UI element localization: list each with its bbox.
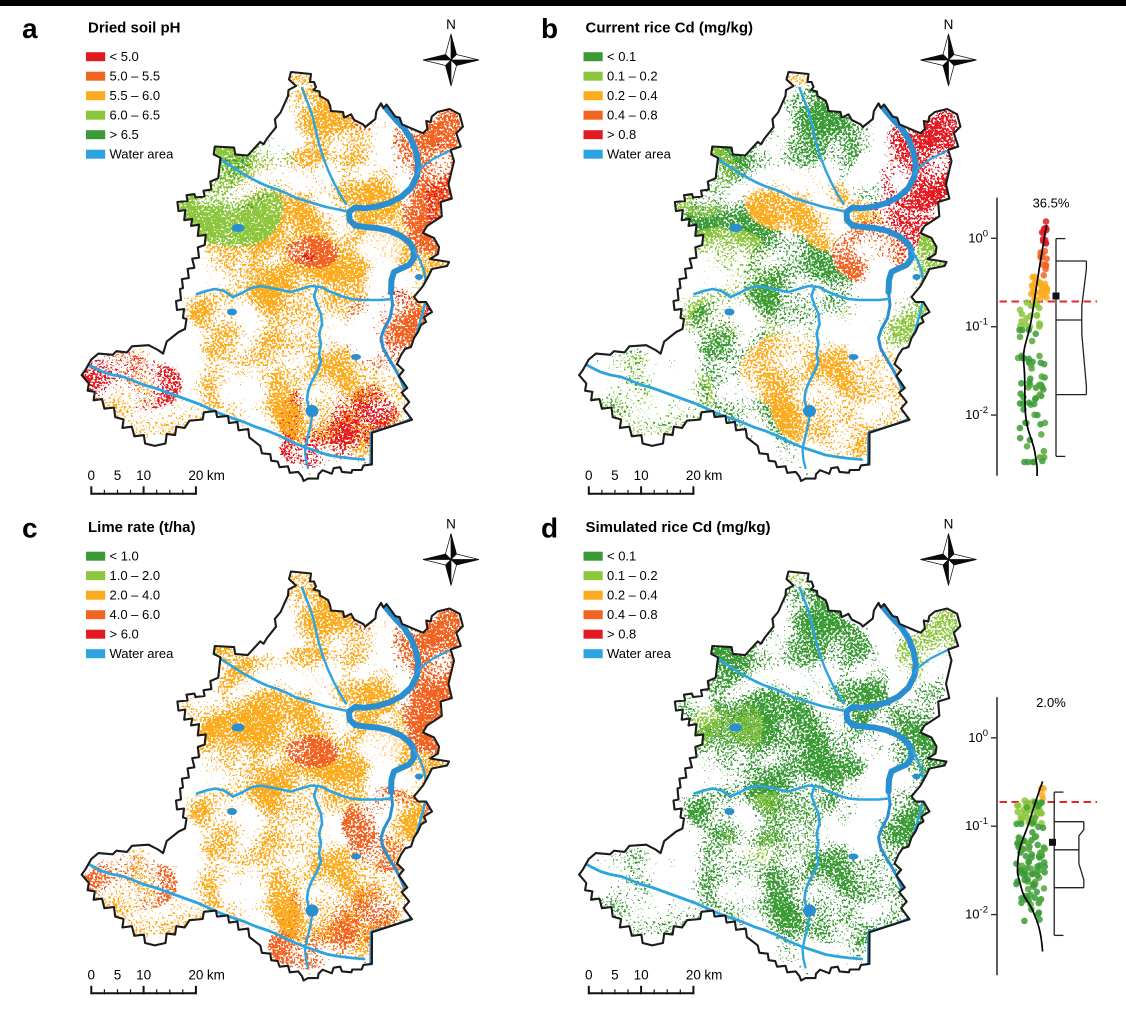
- svg-text:a: a: [22, 13, 38, 44]
- svg-text:c: c: [22, 513, 38, 544]
- svg-text:20: 20: [188, 968, 203, 983]
- svg-text:10-1: 10-1: [965, 317, 988, 334]
- svg-text:10: 10: [136, 468, 151, 483]
- svg-text:36.5%: 36.5%: [1033, 195, 1070, 210]
- svg-text:0.4 – 0.8: 0.4 – 0.8: [607, 107, 658, 122]
- svg-text:km: km: [704, 968, 722, 983]
- svg-text:10: 10: [136, 968, 151, 983]
- svg-text:km: km: [704, 468, 722, 483]
- svg-text:> 0.8: > 0.8: [607, 626, 636, 641]
- svg-text:6.0 – 6.5: 6.0 – 6.5: [110, 107, 161, 122]
- svg-text:5: 5: [114, 468, 122, 483]
- svg-text:N: N: [944, 517, 954, 532]
- svg-text:0.2 – 0.4: 0.2 – 0.4: [607, 587, 658, 602]
- svg-text:0.1 – 0.2: 0.1 – 0.2: [607, 68, 658, 83]
- svg-text:5.0 – 5.5: 5.0 – 5.5: [110, 68, 161, 83]
- svg-text:Lime rate (t/ha): Lime rate (t/ha): [88, 519, 196, 536]
- svg-text:2.0%: 2.0%: [1036, 695, 1066, 710]
- svg-text:N: N: [446, 17, 456, 32]
- svg-text:10: 10: [634, 968, 649, 983]
- svg-text:5: 5: [114, 968, 122, 983]
- svg-text:1.0 – 2.0: 1.0 – 2.0: [110, 568, 161, 583]
- svg-text:b: b: [541, 13, 558, 44]
- svg-text:Water area: Water area: [607, 146, 672, 161]
- svg-text:N: N: [446, 517, 456, 532]
- svg-text:Water area: Water area: [607, 646, 672, 661]
- svg-text:10-2: 10-2: [965, 405, 988, 422]
- svg-text:20: 20: [686, 968, 701, 983]
- svg-text:0: 0: [585, 468, 593, 483]
- svg-text:> 6.0: > 6.0: [110, 626, 139, 641]
- svg-text:10-1: 10-1: [965, 816, 988, 833]
- svg-text:0.1 – 0.2: 0.1 – 0.2: [607, 568, 658, 583]
- svg-text:0: 0: [88, 468, 96, 483]
- svg-text:Dried soil pH: Dried soil pH: [88, 20, 181, 37]
- svg-text:100: 100: [968, 728, 988, 745]
- svg-text:< 0.1: < 0.1: [607, 49, 636, 64]
- svg-text:> 6.5: > 6.5: [110, 127, 139, 142]
- svg-text:Current rice Cd (mg/kg): Current rice Cd (mg/kg): [586, 20, 754, 37]
- svg-text:N: N: [944, 17, 954, 32]
- svg-text:Simulated rice Cd (mg/kg): Simulated rice Cd (mg/kg): [586, 519, 771, 536]
- svg-text:10: 10: [634, 468, 649, 483]
- svg-text:< 5.0: < 5.0: [110, 49, 139, 64]
- svg-text:2.0 – 4.0: 2.0 – 4.0: [110, 587, 161, 602]
- svg-text:20: 20: [188, 468, 203, 483]
- svg-text:20: 20: [686, 468, 701, 483]
- svg-text:5.5 – 6.0: 5.5 – 6.0: [110, 88, 161, 103]
- svg-text:4.0 – 6.0: 4.0 – 6.0: [110, 607, 161, 622]
- svg-text:> 0.8: > 0.8: [607, 127, 636, 142]
- svg-text:100: 100: [968, 228, 988, 245]
- svg-text:0.4 – 0.8: 0.4 – 0.8: [607, 607, 658, 622]
- svg-text:km: km: [207, 968, 225, 983]
- svg-text:km: km: [207, 468, 225, 483]
- svg-text:0: 0: [88, 968, 96, 983]
- svg-text:Water area: Water area: [110, 646, 175, 661]
- svg-text:< 1.0: < 1.0: [110, 548, 139, 563]
- svg-text:Water area: Water area: [110, 146, 175, 161]
- svg-text:0: 0: [585, 968, 593, 983]
- svg-text:< 0.1: < 0.1: [607, 548, 636, 563]
- svg-text:d: d: [541, 513, 558, 544]
- svg-text:5: 5: [611, 468, 619, 483]
- svg-text:0.2 – 0.4: 0.2 – 0.4: [607, 88, 658, 103]
- svg-text:5: 5: [611, 968, 619, 983]
- svg-text:10-2: 10-2: [965, 905, 988, 922]
